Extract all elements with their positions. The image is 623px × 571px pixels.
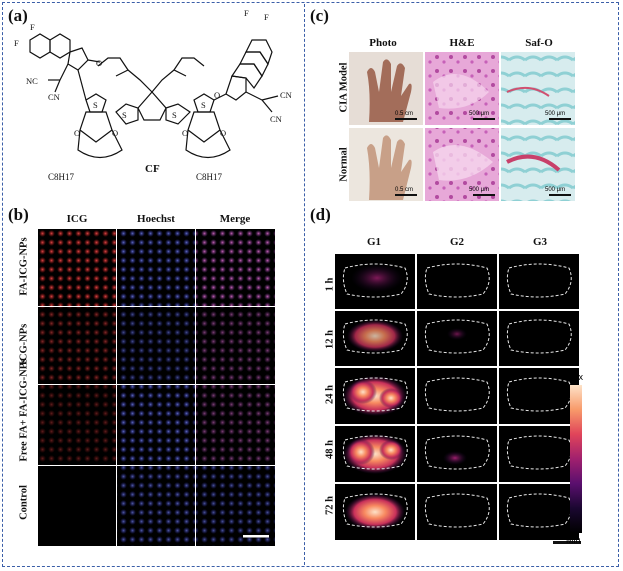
struct-f-left: F [30, 22, 35, 32]
alkyl-right: C8H17 [196, 172, 223, 182]
struct-s-core1: S [122, 110, 127, 120]
panel-label-a: (a) [8, 6, 28, 25]
d-grid [335, 254, 580, 548]
d-scale-bar [553, 541, 581, 544]
b-row-control: Control [18, 485, 30, 520]
struct-cn-right2: CN [270, 114, 282, 124]
struct-s-left: S [93, 100, 98, 110]
c-col-safo: Saf-O [525, 37, 553, 49]
c-grid: 0.5 cm 0.5 cm 500 μm 500 μm 500 μm 500 μ… [349, 52, 575, 201]
struct-f-right2: F [264, 12, 269, 22]
colorbar-min: Min [566, 535, 581, 545]
colorbar [570, 385, 582, 533]
chemical-structure: F F F F O O NC CN CN CN S S S S O O O O … [14, 8, 292, 182]
b-grid [38, 229, 275, 546]
c-scale-4: 0.5 cm [395, 187, 413, 193]
struct-s-right: S [201, 100, 206, 110]
panel-label-c: (c) [310, 6, 329, 25]
c-row-normal: Normal [338, 147, 350, 182]
c-scale-1: 0.5 cm [395, 111, 413, 117]
panel-label-b: (b) [8, 205, 29, 224]
struct-o-right: O [214, 90, 220, 100]
struct-o2-right2: O [220, 128, 226, 138]
d-col-g1: G1 [366, 236, 382, 248]
figure-frame [2, 2, 619, 567]
c-scale-3: 500 μm [545, 111, 565, 117]
struct-o2-left2: O [112, 128, 118, 138]
panel-divider [304, 4, 305, 565]
struct-o2-right1: O [182, 128, 188, 138]
struct-cn-right1: CN [280, 90, 292, 100]
b-row-free-fa: Free FA+ FA-ICG-NPs [18, 358, 30, 462]
panel-label-d: (d) [310, 205, 331, 224]
b-col-icg: ICG [66, 213, 88, 225]
alkyl-left: C8H17 [48, 172, 75, 182]
struct-nc: NC [26, 76, 38, 86]
c-scale-2: 500 μm [469, 111, 489, 117]
struct-cn-left: CN [48, 92, 60, 102]
d-col-g2: G2 [449, 236, 465, 248]
struct-f-left2: F [14, 38, 19, 48]
colorbar-max: Max [566, 372, 584, 382]
struct-o2-left1: O [74, 128, 80, 138]
c-row-cia: CIA Model [338, 62, 350, 113]
c-scale-5: 500 μm [469, 187, 489, 193]
c-col-photo: Photo [369, 37, 397, 49]
struct-o-left: O [96, 58, 102, 68]
c-col-he: H&E [449, 37, 475, 49]
c-scale-6: 500 μm [545, 187, 565, 193]
struct-s-core2: S [172, 110, 177, 120]
d-col-g3: G3 [532, 236, 548, 248]
b-row-fa-icg: FA-ICG-NPs [18, 237, 30, 296]
compound-label: CF [145, 163, 160, 175]
b-col-hoechst: Hoechst [137, 213, 175, 225]
d-row-72h: 72 h [324, 496, 336, 515]
struct-f-right: F [244, 8, 249, 18]
b-col-merge: Merge [219, 213, 251, 225]
